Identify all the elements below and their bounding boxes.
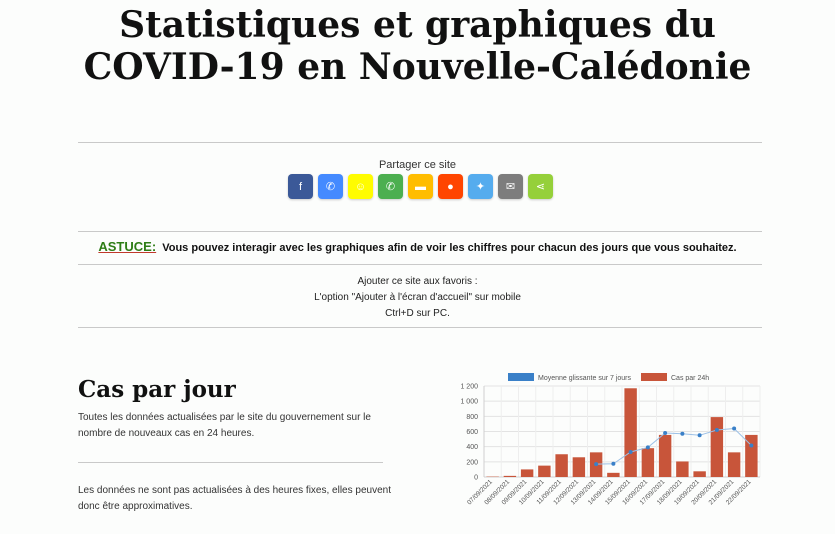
line-point	[628, 449, 633, 454]
twitter-share-button[interactable]: ✦	[468, 174, 493, 199]
cases-disclaimer: Les données ne sont pas actualisées à de…	[78, 485, 391, 512]
bar	[624, 388, 637, 477]
y-tick-label: 600	[466, 429, 478, 436]
share-bar: f ✆ ☺ ✆ ▬ ● ✦ ✉ ⋖	[288, 174, 553, 199]
divider	[78, 327, 762, 328]
y-tick-label: 1 000	[460, 399, 478, 406]
page-title-line1: Statistiques et graphiques du	[119, 4, 716, 46]
share-label: Partager ce site	[378, 159, 457, 171]
email-share-button[interactable]: ✉	[498, 174, 523, 199]
sharethis-share-button[interactable]: ⋖	[528, 174, 553, 199]
bar	[676, 461, 689, 477]
line-point	[680, 431, 685, 436]
facebook-share-button[interactable]: f	[288, 174, 313, 199]
legend-swatch-line	[508, 373, 534, 381]
tip-tag: ASTUCE:	[98, 239, 157, 254]
y-tick-label: 800	[466, 414, 478, 421]
reddit-share-button[interactable]: ●	[438, 174, 463, 199]
line-point	[732, 426, 737, 431]
bar	[727, 452, 741, 477]
bar	[710, 417, 724, 477]
favorites-line1: Ajouter ce site aux favoris :	[357, 276, 478, 287]
divider	[78, 142, 762, 143]
bar	[693, 471, 706, 477]
messenger-share-button[interactable]: ✆	[318, 174, 343, 199]
y-tick-label: 400	[466, 444, 478, 451]
bar	[520, 469, 534, 477]
whatsapp-share-button[interactable]: ✆	[378, 174, 403, 199]
bar	[538, 465, 551, 477]
page-title-line2: COVID-19 en Nouvelle-Calédonie	[83, 46, 752, 88]
bar	[607, 472, 620, 477]
bar	[555, 454, 568, 477]
legend-swatch-bar	[641, 373, 667, 381]
sms-share-button[interactable]: ▬	[408, 174, 433, 199]
line-point	[663, 431, 668, 436]
y-tick-label: 200	[466, 459, 478, 466]
legend-label-bar: Cas par 24h	[671, 375, 709, 382]
line-point	[714, 427, 719, 432]
divider	[78, 264, 762, 265]
bar	[745, 434, 758, 477]
line-point	[645, 445, 650, 450]
cases-chart[interactable]: Moyenne glissante sur 7 jours Cas par 24h…	[440, 366, 770, 532]
tip-text: Vous pouvez interagir avec les graphique…	[162, 242, 737, 254]
divider	[78, 462, 383, 463]
bar	[572, 457, 586, 477]
snapchat-share-button[interactable]: ☺	[348, 174, 373, 199]
line-point	[611, 461, 616, 466]
line-point	[697, 433, 702, 438]
cases-description: Toutes les données actualisées par le si…	[78, 412, 371, 439]
favorites-info: Ajouter ce site aux favoris : L'option "…	[0, 274, 835, 322]
divider	[78, 231, 762, 232]
bar	[503, 475, 517, 477]
tip-banner: ASTUCE: Vous pouvez interagir avec les g…	[0, 239, 835, 254]
line-series	[596, 427, 752, 465]
y-tick-label: 0	[474, 475, 478, 482]
section-title-cases: Cas par jour	[78, 376, 236, 403]
line-point	[594, 462, 599, 467]
legend-label-line: Moyenne glissante sur 7 jours	[538, 375, 631, 382]
page-title: Statistiques et graphiques du COVID-19 e…	[0, 4, 835, 88]
y-tick-label: 1 200	[460, 384, 478, 391]
favorites-line3: Ctrl+D sur PC.	[385, 308, 450, 319]
line-point	[749, 443, 754, 448]
bar	[658, 434, 672, 477]
favorites-line2: L'option "Ajouter à l'écran d'accueil" s…	[314, 292, 521, 303]
bar	[641, 448, 655, 477]
